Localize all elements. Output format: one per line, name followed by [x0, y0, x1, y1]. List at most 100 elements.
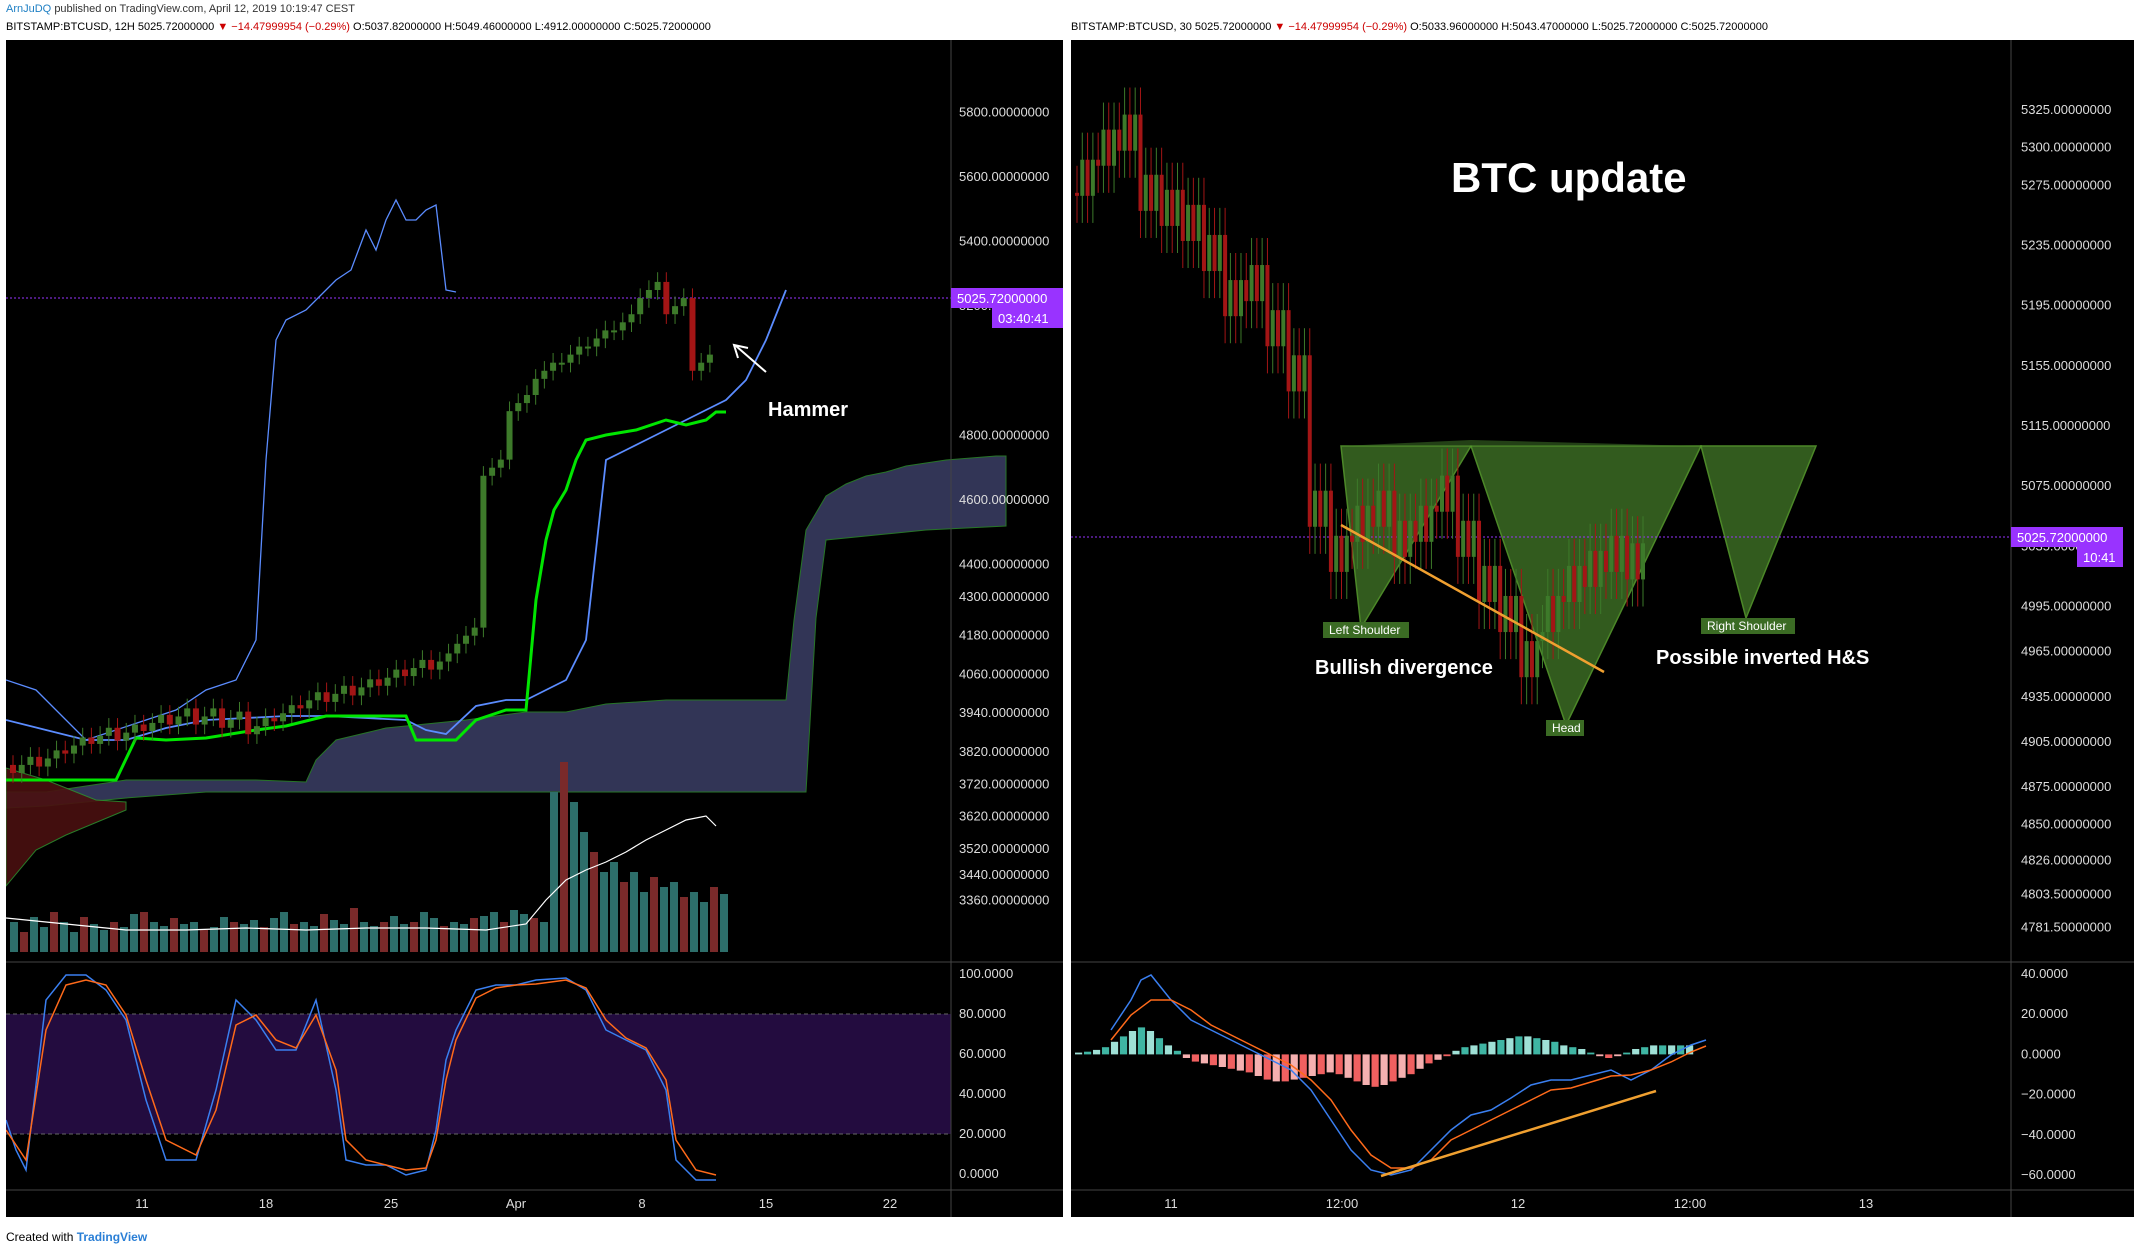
right-chart-panel[interactable]: Left Shoulder Head Right Shoulder Bullis… — [1071, 40, 2134, 1217]
macd-histogram-bar — [1434, 1054, 1442, 1060]
candle-body — [341, 685, 348, 694]
candle-body — [1281, 310, 1286, 347]
candle-body — [227, 719, 234, 728]
volume-bar — [630, 872, 638, 952]
macd-histogram-bar — [1075, 1052, 1083, 1055]
left-chart-panel[interactable]: Hammer 5800.00000000 5600.00000000 5400.00… — [5, 40, 1063, 1217]
candle-body — [1080, 159, 1085, 196]
candle-body — [1196, 204, 1201, 241]
volume-bar — [80, 917, 88, 952]
oscillator-tick-label: 100.0000 — [959, 966, 1013, 981]
volume-bar — [580, 832, 588, 952]
candle-body — [1365, 505, 1370, 542]
volume-bar — [490, 912, 498, 952]
candle-body — [1286, 310, 1291, 392]
candle-body — [471, 627, 478, 636]
volume-ma-line — [5, 815, 717, 931]
left-low: L:4912.00000000 — [534, 21, 621, 33]
macd-histogram-bar — [1614, 1054, 1622, 1057]
candle-body — [1170, 189, 1175, 226]
time-tick-label: 22 — [883, 1196, 897, 1211]
macd-histogram — [1075, 1027, 1694, 1087]
candle-body — [97, 735, 104, 744]
time-tick-label: 12:00 — [1674, 1196, 1707, 1211]
macd-tick-label: 20.0000 — [2021, 1006, 2068, 1021]
left-high: H:5049.46000000 — [444, 21, 532, 33]
candle-body — [367, 679, 374, 688]
volume-bar — [270, 918, 278, 952]
volume-bar — [110, 922, 118, 952]
bullish-divergence-text: Bullish divergence — [1315, 657, 1493, 679]
left-symbol: BITSTAMP:BTCUSD, 12H — [6, 21, 135, 33]
candle-body — [698, 362, 705, 371]
candle-body — [1588, 550, 1593, 587]
right-chart-svg: Left Shoulder Head Right Shoulder Bullis… — [1071, 40, 2134, 1217]
price-tick-label: 5195.00000000 — [2021, 298, 2111, 313]
macd-histogram-bar — [1443, 1054, 1451, 1057]
macd-histogram-bar — [1686, 1045, 1694, 1055]
time-tick-label: Apr — [506, 1196, 527, 1211]
candle-body — [1582, 565, 1587, 587]
macd-histogram-bar — [1470, 1045, 1478, 1055]
volume-bar — [240, 924, 248, 952]
volume-bar — [50, 912, 58, 952]
candle-body — [1149, 174, 1154, 211]
right-candles — [1075, 87, 1646, 705]
candle-body — [158, 714, 165, 723]
candle-body — [1577, 565, 1582, 602]
candle-body — [1223, 234, 1228, 317]
tradingview-logo[interactable]: TradingView — [76, 1230, 148, 1244]
price-tick-label: 4965.00000000 — [2021, 644, 2111, 659]
candle-body — [454, 643, 461, 654]
candle-body — [1450, 475, 1455, 512]
candle-body — [1075, 192, 1079, 196]
macd-histogram-bar — [1578, 1048, 1586, 1055]
candle-body — [1127, 114, 1132, 151]
author-link[interactable]: ArnJuDQ — [6, 3, 52, 15]
left-price: 5025.72000000 — [137, 21, 215, 33]
left-symbol-line: BITSTAMP:BTCUSD, 12H 5025.72000000 ▼ −14… — [6, 21, 711, 33]
volume-bar — [30, 917, 38, 952]
volume-bar — [560, 762, 568, 952]
right-price: 5025.72000000 — [1194, 21, 1272, 33]
right-symbol-line: BITSTAMP:BTCUSD, 30 5025.72000000 ▼ −14.… — [1071, 21, 1768, 33]
volume-bar — [310, 926, 318, 952]
price-tick-label: 4781.50000000 — [2021, 920, 2111, 935]
candle-body — [1096, 159, 1101, 166]
candle-body — [1598, 550, 1603, 587]
macd-histogram-bar — [1173, 1050, 1182, 1055]
candle-body — [523, 395, 530, 404]
macd-histogram-bar — [1416, 1054, 1424, 1069]
candle-body — [1244, 280, 1249, 302]
volume-bar — [230, 922, 238, 952]
time-tick-label: 11 — [1164, 1196, 1178, 1211]
volume-bar — [520, 914, 528, 952]
volume-bar — [700, 902, 708, 952]
candle-body — [1466, 520, 1471, 557]
macd-histogram-bar — [1560, 1045, 1568, 1055]
right-price-tag: 5025.72000000 — [2017, 530, 2107, 545]
candle-body — [1212, 234, 1217, 272]
candle-body — [323, 692, 330, 702]
candle-body — [1387, 490, 1392, 527]
right-shoulder-tag-bg — [1701, 618, 1795, 634]
volume-bar — [510, 910, 518, 952]
candle-body — [1360, 505, 1365, 542]
candle-body — [1355, 505, 1360, 542]
macd-histogram-bar — [1668, 1045, 1676, 1055]
candle-body — [1429, 505, 1434, 542]
candle-body — [1260, 265, 1265, 302]
candle-body — [628, 314, 635, 323]
hammer-annotation: Hammer — [768, 399, 848, 421]
candle-body — [123, 732, 130, 741]
candle-body — [70, 745, 77, 754]
volume-bar — [380, 922, 388, 952]
volume-bar — [150, 922, 158, 952]
left-countdown: 03:40:41 — [998, 311, 1049, 326]
publish-info: ArnJuDQ published on TradingView.com, Ap… — [6, 3, 355, 15]
price-tick-label: 3440.00000000 — [959, 867, 1049, 882]
left-price-tag: 5025.72000000 — [957, 291, 1047, 306]
macd-histogram-bar — [1182, 1054, 1191, 1058]
volume-bar — [400, 924, 408, 952]
candle-body — [192, 708, 199, 725]
